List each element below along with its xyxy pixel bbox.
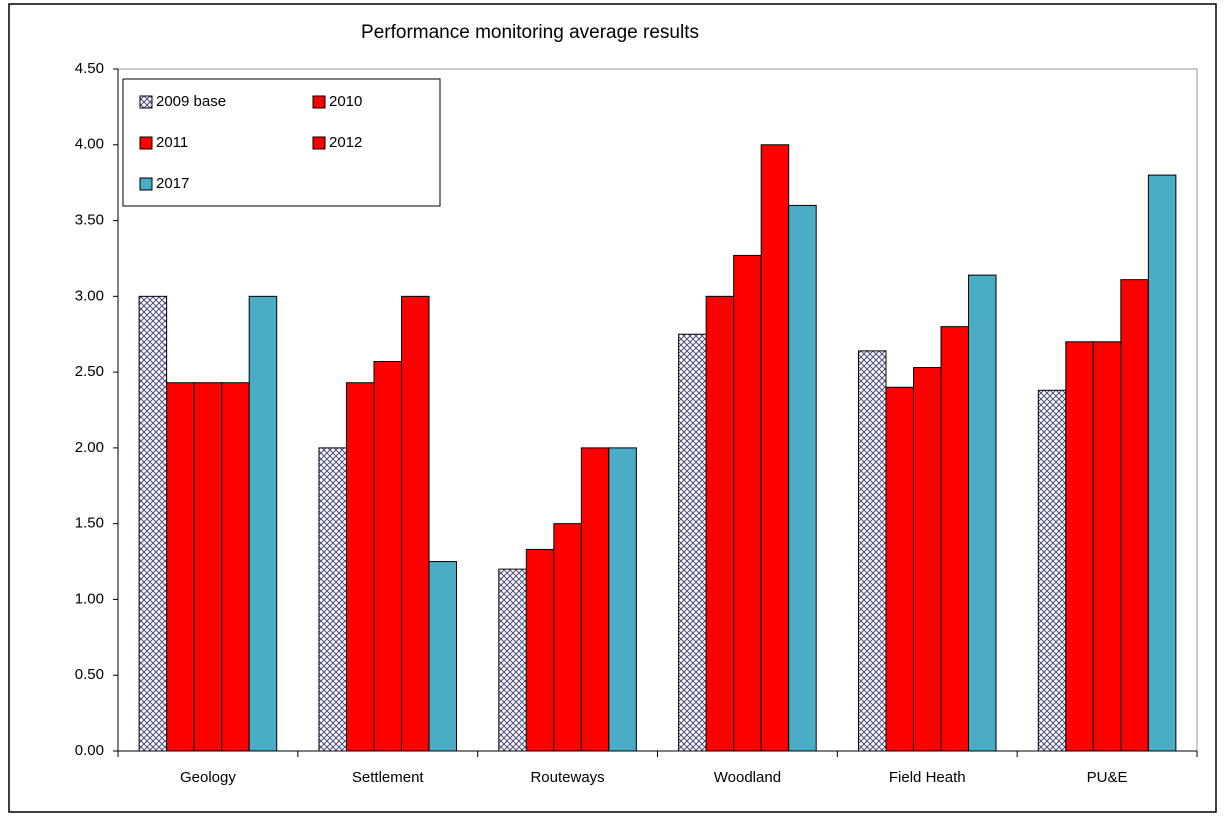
bar	[968, 274, 997, 752]
legend-label: 2011	[156, 134, 188, 151]
legend-swatch	[139, 136, 153, 150]
legend-label: 2012	[329, 134, 362, 151]
bar	[733, 254, 762, 752]
legend-label: 2017	[156, 175, 189, 192]
x-tick-label: Geology	[180, 769, 236, 786]
x-tick-label: Woodland	[714, 769, 781, 786]
y-tick-label: 0.50	[75, 666, 104, 683]
bar	[553, 523, 582, 752]
bar	[318, 447, 347, 752]
legend-label: 2010	[329, 93, 362, 110]
bar	[401, 295, 430, 752]
bar	[498, 568, 527, 752]
bar	[248, 295, 278, 752]
y-tick-label: 1.00	[75, 590, 104, 607]
bar	[678, 333, 707, 752]
bar	[912, 367, 942, 752]
y-tick-label: 2.50	[75, 363, 104, 380]
legend-label: 2009 base	[156, 93, 226, 110]
chart-frame	[8, 3, 1217, 813]
bar	[1065, 341, 1094, 752]
y-tick-label: 1.50	[75, 515, 104, 532]
bar	[760, 144, 790, 752]
y-tick-label: 4.00	[75, 136, 104, 153]
bar	[525, 548, 555, 752]
y-tick-label: 3.00	[75, 287, 104, 304]
legend-swatch	[312, 95, 326, 109]
chart-title: Performance monitoring average results	[361, 22, 699, 43]
bar	[705, 295, 735, 752]
bar	[221, 382, 250, 752]
bar	[608, 447, 637, 752]
y-tick-label: 0.00	[75, 742, 104, 759]
y-tick-label: 4.50	[75, 60, 104, 77]
bar	[1092, 341, 1122, 752]
x-tick-label: PU&E	[1087, 769, 1128, 786]
bar	[788, 204, 817, 752]
x-tick-label: Field Heath	[889, 769, 966, 786]
x-tick-label: Routeways	[530, 769, 604, 786]
bar	[373, 361, 403, 752]
bar	[580, 447, 610, 752]
bar	[857, 350, 887, 752]
legend-swatch	[312, 136, 326, 150]
legend-swatch	[139, 177, 153, 191]
bar	[345, 382, 375, 752]
bar	[940, 326, 970, 752]
legend-swatch	[139, 95, 153, 109]
bar	[138, 295, 168, 752]
y-tick-label: 2.00	[75, 439, 104, 456]
legend-box	[122, 78, 441, 207]
bar	[428, 561, 458, 752]
bar	[193, 382, 223, 752]
bar	[1147, 174, 1177, 752]
bar	[885, 386, 914, 752]
bar	[1037, 389, 1067, 752]
bar	[1120, 279, 1149, 752]
bar	[166, 382, 195, 752]
y-tick-label: 3.50	[75, 212, 104, 229]
x-tick-label: Settlement	[352, 769, 425, 786]
